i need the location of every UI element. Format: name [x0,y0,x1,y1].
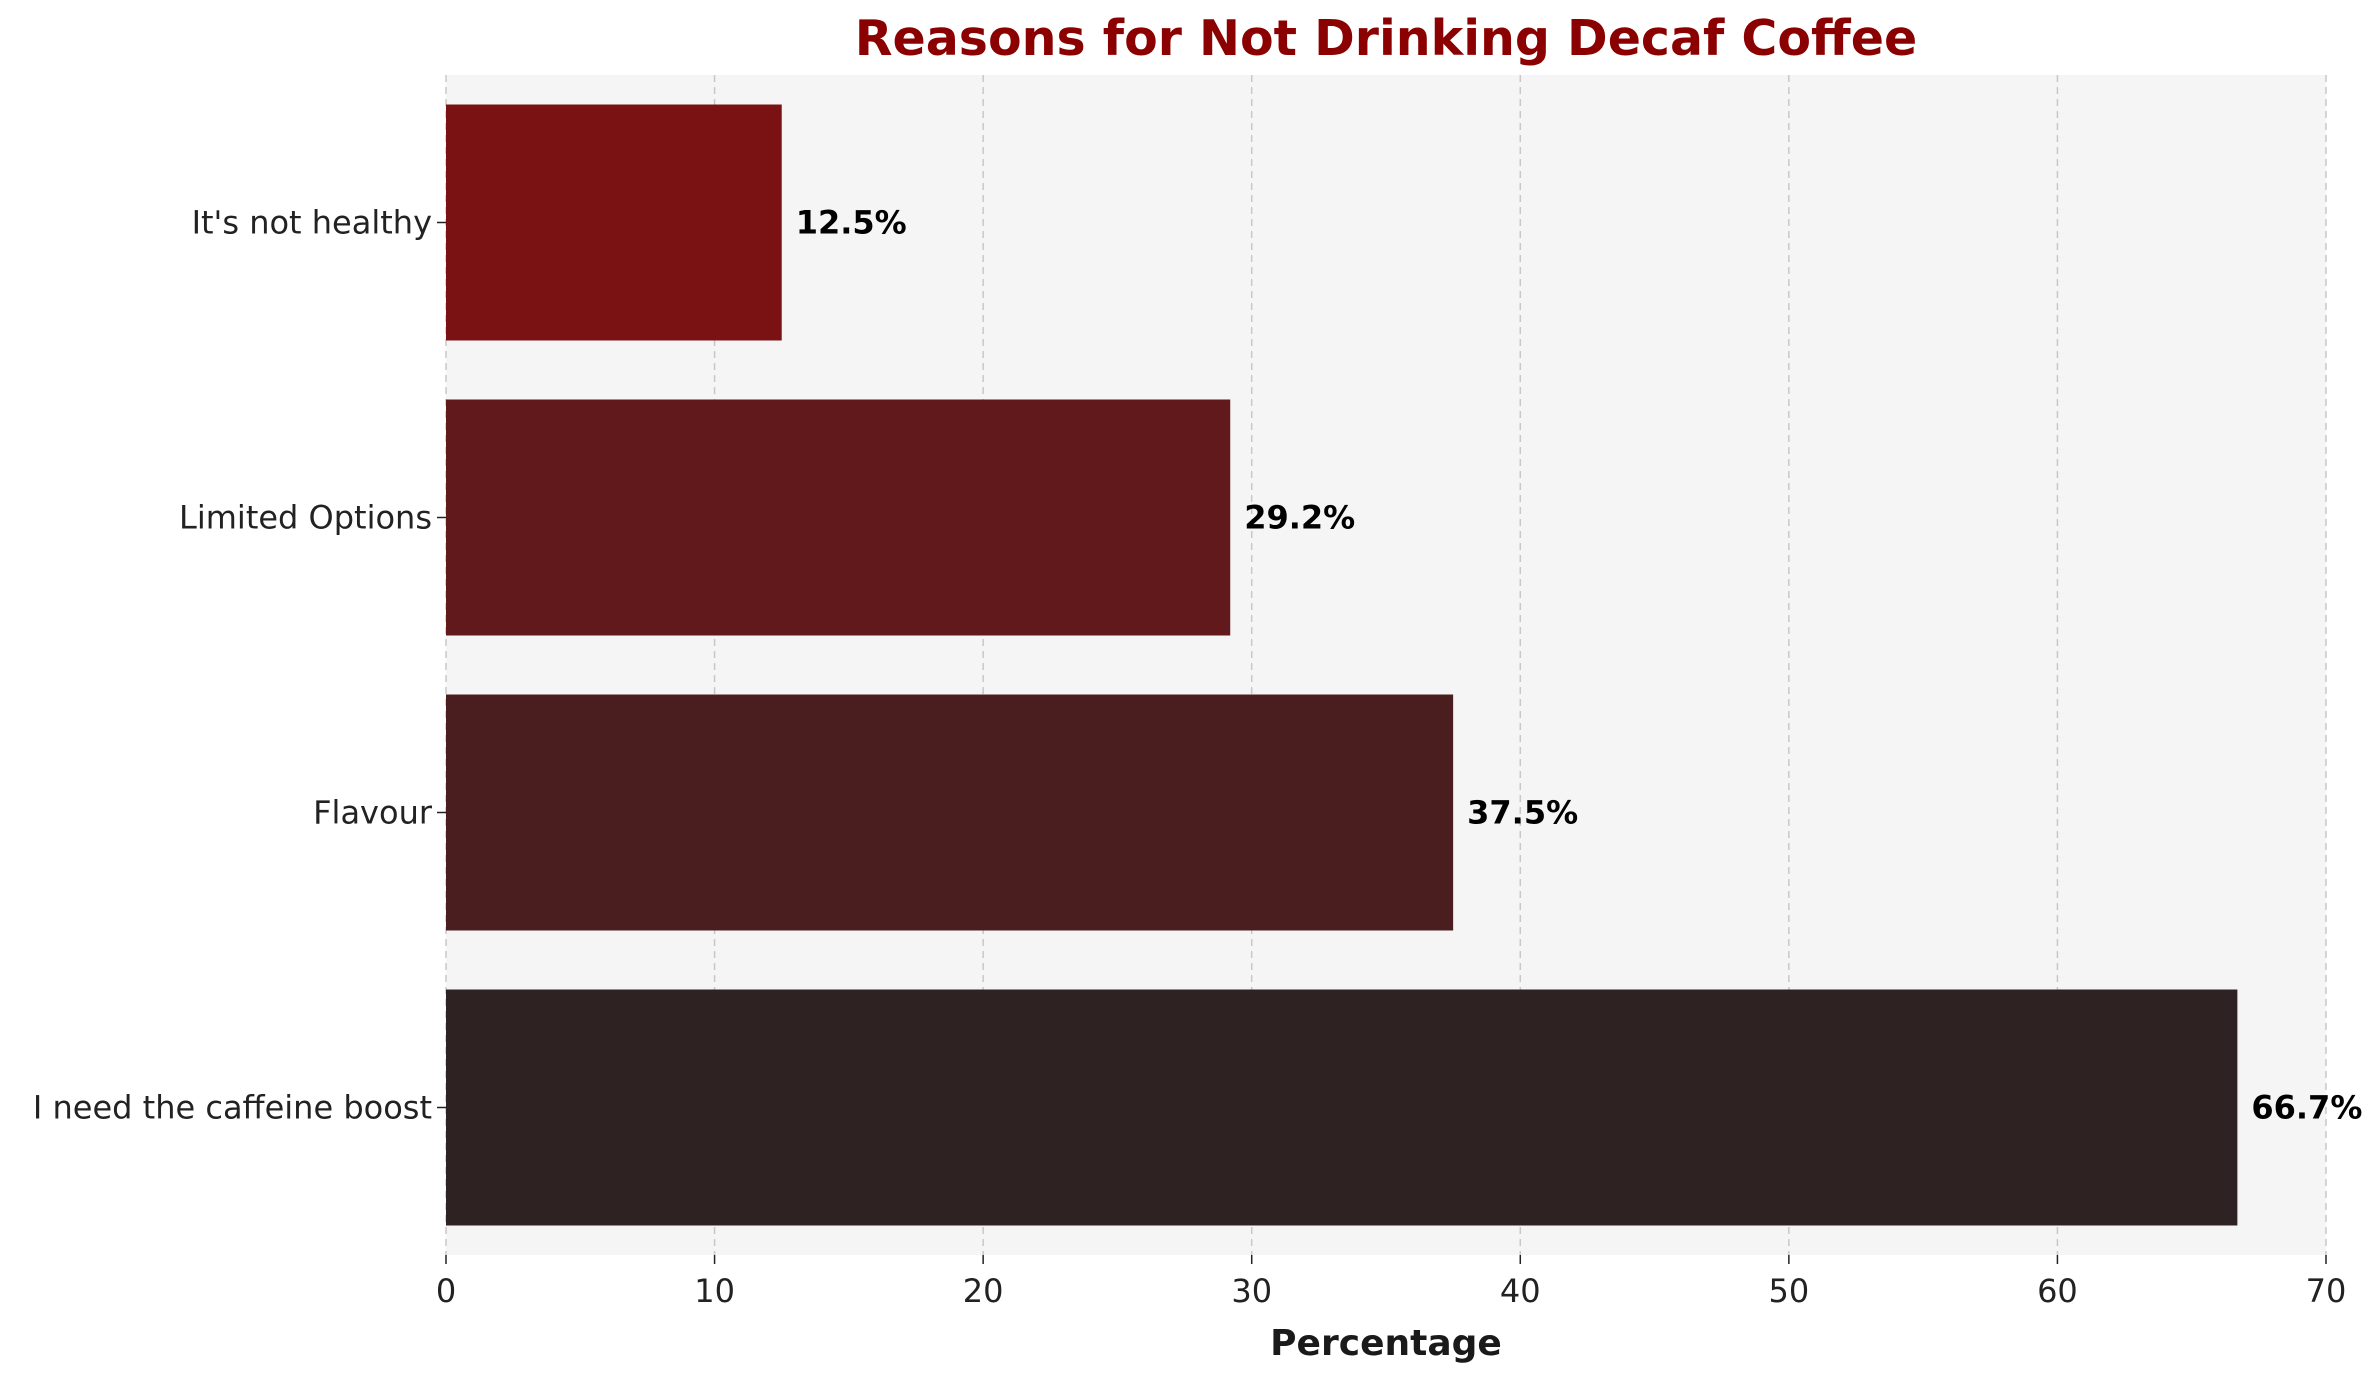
bar [446,104,782,341]
bars [446,104,2238,1226]
chart-title: Reasons for Not Drinking Decaf Coffee [855,10,1917,67]
data-label: 29.2% [1244,499,1355,537]
x-ticks: 0 10 20 30 40 50 60 70 [436,1255,2347,1310]
x-tick-label: 0 [436,1272,456,1310]
category-label: Flavour [313,794,433,832]
bar [446,694,1454,931]
x-tick-label: 50 [1768,1272,1809,1310]
category-label: I need the caffeine boost [33,1089,432,1127]
x-tick-label: 70 [2306,1272,2347,1310]
category-label: Limited Options [179,499,432,537]
x-tick-label: 10 [694,1272,735,1310]
category-label: It's not healthy [192,204,432,242]
category-labels: I need the caffeine boost Flavour Limited … [33,204,446,1127]
x-tick-label: 40 [1500,1272,1541,1310]
data-labels: 66.7% 37.5% 29.2% 12.5% [796,204,2363,1127]
x-tick-label: 20 [963,1272,1004,1310]
data-label: 12.5% [796,204,907,242]
x-tick-label: 30 [1231,1272,1272,1310]
x-axis-label: Percentage [1270,1323,1502,1364]
bar [446,989,2238,1226]
data-label: 37.5% [1467,794,1578,832]
bar [446,399,1231,636]
x-tick-label: 60 [2037,1272,2078,1310]
data-label: 66.7% [2251,1089,2362,1127]
